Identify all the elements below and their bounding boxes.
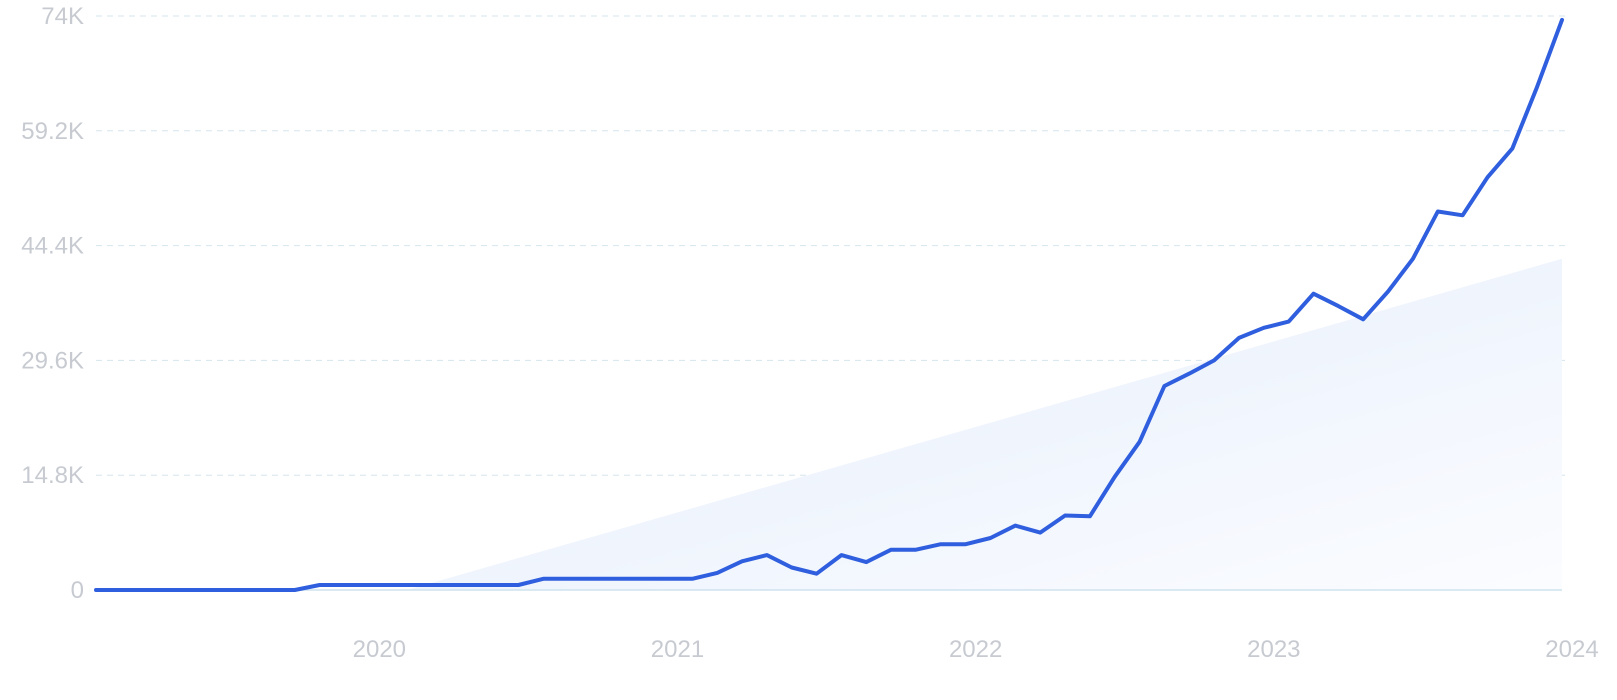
y-tick-label: 74K xyxy=(41,3,84,30)
x-tick-label: 2024 xyxy=(1545,636,1598,663)
y-tick-label: 44.4K xyxy=(21,233,84,260)
x-tick-label: 2020 xyxy=(353,636,406,663)
series-line xyxy=(94,17,1564,592)
y-tick-label: 59.2K xyxy=(21,118,84,145)
trend-area xyxy=(407,258,1563,590)
x-tick-label: 2023 xyxy=(1247,636,1300,663)
x-axis-tick-labels: 2020 2021 2022 2023 2024 xyxy=(353,636,1599,663)
y-tick-label: 29.6K xyxy=(21,347,84,374)
x-tick-label: 2022 xyxy=(949,636,1002,663)
y-tick-label: 14.8K xyxy=(21,462,84,489)
y-tick-label: 0 xyxy=(71,577,84,604)
x-tick-label: 2021 xyxy=(651,636,704,663)
y-axis-tick-labels: 0 14.8K 29.6K 44.4K 59.2K 74K xyxy=(21,3,84,604)
